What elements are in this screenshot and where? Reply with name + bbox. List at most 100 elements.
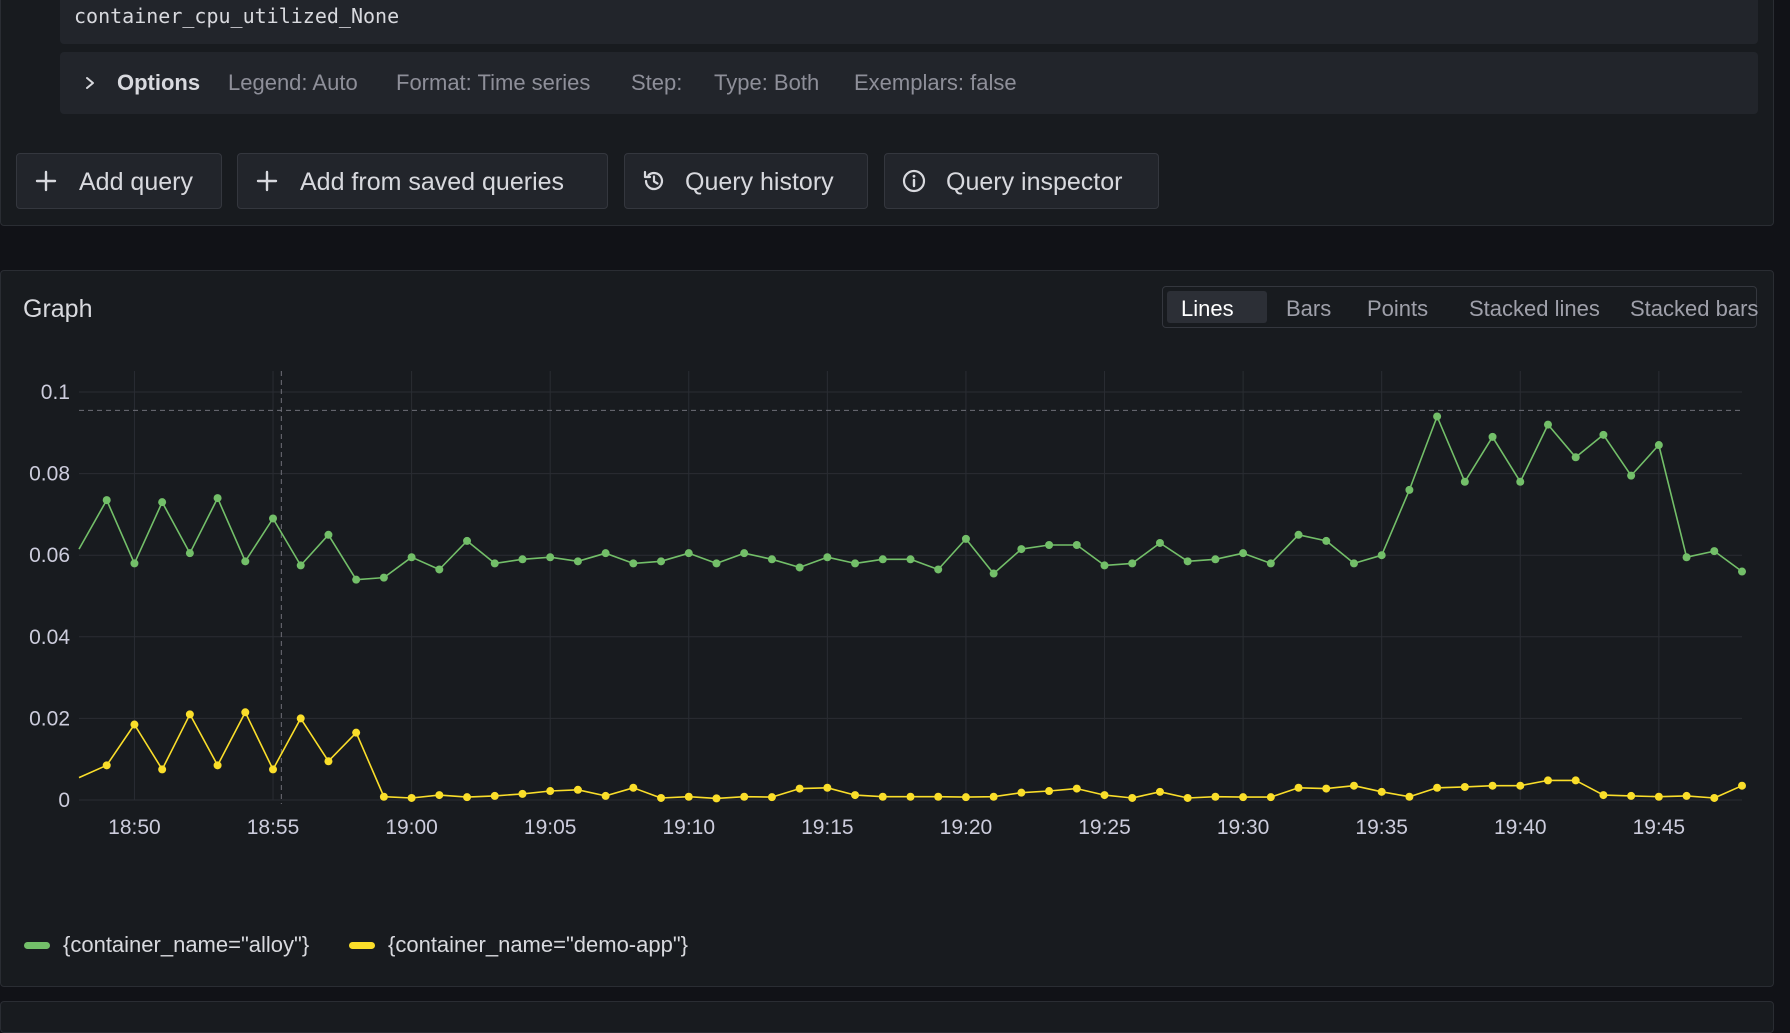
query-code-text: container_cpu_utilized_None	[74, 4, 400, 28]
data-point	[1488, 432, 1497, 441]
data-point	[1710, 547, 1719, 556]
data-point	[518, 555, 527, 564]
data-point	[989, 792, 998, 801]
data-point	[1211, 792, 1220, 801]
mode-stacked-lines[interactable]: Stacked lines	[1457, 291, 1613, 323]
data-point	[657, 793, 666, 802]
x-tick-label: 19:20	[940, 816, 993, 839]
mode-bars[interactable]: Bars	[1273, 291, 1349, 323]
data-point	[1405, 792, 1414, 801]
exemplars-option: Exemplars: false	[854, 70, 1017, 95]
data-point	[823, 783, 832, 792]
x-tick-label: 19:30	[1217, 816, 1270, 839]
data-point	[463, 793, 472, 802]
query-inspector-button[interactable]: Query inspector	[884, 153, 1159, 209]
y-tick-label: 0.1	[41, 381, 70, 404]
data-point	[934, 565, 943, 574]
data-point	[712, 559, 721, 568]
data-point	[352, 575, 361, 584]
data-point	[1710, 793, 1719, 802]
data-point	[102, 761, 111, 770]
x-tick-label: 19:15	[801, 816, 854, 839]
query-editor-panel: container_cpu_utilized_None Options Lege…	[0, 0, 1774, 226]
mode-stacked-bars[interactable]: Stacked bars	[1618, 291, 1759, 323]
data-point	[546, 553, 555, 562]
data-point	[1654, 792, 1663, 801]
data-point	[684, 792, 693, 801]
x-tick-label: 19:00	[385, 816, 438, 839]
query-history-label: Query history	[685, 168, 834, 196]
data-point	[629, 559, 638, 568]
y-tick-label: 0.06	[29, 544, 70, 567]
info-circle-icon	[902, 169, 926, 193]
x-axis: 18:50 18:55 19:00 19:05 19:10 19:15 19:20 19:25…	[108, 816, 1685, 839]
data-point	[1072, 784, 1081, 793]
data-point	[490, 559, 499, 568]
data-point	[1627, 471, 1636, 480]
data-point	[767, 793, 776, 802]
data-point	[296, 714, 305, 723]
data-point	[1571, 453, 1580, 462]
mode-lines[interactable]: Lines	[1167, 291, 1267, 323]
data-point	[878, 555, 887, 564]
query-history-button[interactable]: Query history	[624, 153, 868, 209]
mode-points[interactable]: Points	[1354, 291, 1450, 323]
data-point	[573, 557, 582, 566]
legend-swatch-alloy	[24, 942, 50, 949]
data-point	[407, 793, 416, 802]
data-point	[185, 549, 194, 558]
data-point	[1571, 776, 1580, 785]
data-point	[961, 793, 970, 802]
graph-title: Graph	[23, 295, 93, 323]
x-tick-label: 19:10	[662, 816, 715, 839]
query-options-bar[interactable]: Options Legend: Auto Format: Time series…	[60, 52, 1758, 114]
data-point	[435, 565, 444, 574]
data-point	[185, 710, 194, 719]
data-point	[878, 792, 887, 801]
time-series-chart[interactable]: 0 0.02 0.04 0.06 0.08 0.1 18:50 18:55 19:00 19:0…	[1, 346, 1771, 906]
data-point	[1349, 559, 1358, 568]
legend-option: Legend: Auto	[228, 70, 358, 95]
query-code-editor[interactable]: container_cpu_utilized_None	[60, 0, 1758, 44]
data-point	[906, 555, 915, 564]
data-point	[795, 784, 804, 793]
data-point	[1433, 783, 1442, 792]
type-option: Type: Both	[714, 70, 820, 95]
data-point	[1405, 485, 1414, 494]
data-point	[463, 536, 472, 545]
data-point	[1017, 788, 1026, 797]
data-point	[1128, 559, 1137, 568]
data-point	[629, 783, 638, 792]
data-point	[1155, 538, 1164, 547]
data-point	[1516, 781, 1525, 790]
series-demo-app	[78, 708, 1746, 803]
mode-stacked-bars-label: Stacked bars	[1630, 296, 1759, 321]
data-point	[1349, 781, 1358, 790]
data-point	[851, 791, 860, 800]
data-point	[1682, 791, 1691, 800]
x-tick-label: 19:40	[1494, 816, 1547, 839]
data-point	[740, 549, 749, 558]
legend-swatch-demo-app	[349, 942, 375, 949]
data-point	[684, 549, 693, 558]
data-point	[1627, 791, 1636, 800]
data-point	[379, 573, 388, 582]
history-icon	[643, 170, 664, 191]
y-tick-label: 0.08	[29, 463, 70, 486]
data-point	[241, 557, 250, 566]
data-point	[269, 765, 278, 774]
add-saved-query-button[interactable]: Add from saved queries	[237, 153, 608, 209]
data-point	[518, 789, 527, 798]
data-point	[324, 757, 333, 766]
data-point	[601, 549, 610, 558]
data-point	[1155, 787, 1164, 796]
data-point	[1433, 412, 1442, 421]
add-query-button[interactable]: Add query	[16, 153, 222, 209]
x-tick-label: 19:25	[1078, 816, 1131, 839]
data-point	[1100, 561, 1109, 570]
data-point	[1072, 541, 1081, 549]
data-point	[1100, 791, 1109, 800]
data-point	[1045, 541, 1054, 549]
data-point	[1543, 776, 1552, 785]
format-option: Format: Time series	[396, 70, 591, 95]
